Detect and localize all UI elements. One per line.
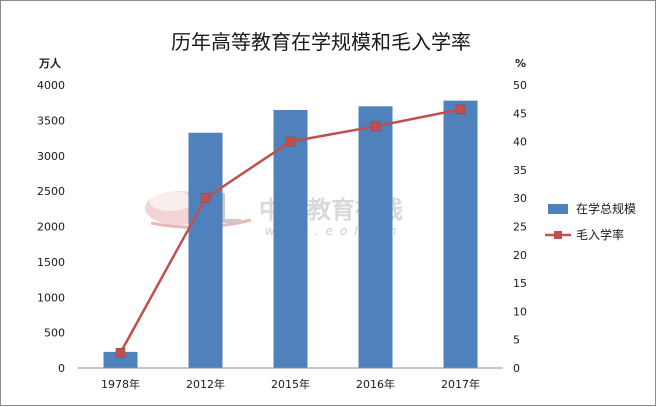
legend-marker-line xyxy=(554,231,562,239)
y2-tick-label: 45 xyxy=(513,107,527,120)
y2-tick-label: 15 xyxy=(513,277,527,290)
line-point xyxy=(455,104,466,115)
left-axis: 0 500 1000 1500 2000 2500 3000 3500 4000 xyxy=(37,79,65,375)
x-tick-label: 2012年 xyxy=(186,377,225,391)
line-point xyxy=(115,347,126,358)
bar xyxy=(443,100,478,369)
legend-swatch-bar xyxy=(548,204,568,214)
y-tick-label: 3000 xyxy=(37,150,65,163)
chart-title: 历年高等教育在学规模和毛入学率 xyxy=(171,30,471,54)
y-tick-label: 1500 xyxy=(37,256,65,269)
y2-tick-label: 0 xyxy=(513,362,520,375)
bar xyxy=(358,106,393,369)
bar xyxy=(273,109,308,369)
bar xyxy=(103,351,138,368)
y2-tick-label: 40 xyxy=(513,136,527,149)
x-tick-label: 1978年 xyxy=(101,377,140,391)
y2-tick-label: 10 xyxy=(513,305,527,318)
x-axis: 1978年 2012年 2015年 2016年 2017年 xyxy=(101,377,480,391)
y-tick-label: 0 xyxy=(58,362,65,375)
right-axis: 0 5 10 15 20 25 30 35 40 45 50 xyxy=(513,79,527,375)
y-axis-label: 万人 xyxy=(38,56,62,70)
y-tick-label: 500 xyxy=(44,327,65,340)
y2-tick-label: 20 xyxy=(513,249,527,262)
bar xyxy=(188,132,223,368)
x-tick-label: 2017年 xyxy=(441,377,480,391)
legend: 在学总规模 毛入学率 xyxy=(545,201,636,242)
line-series xyxy=(115,104,466,358)
x-tick-label: 2015年 xyxy=(271,377,310,391)
y2-tick-label: 35 xyxy=(513,164,527,177)
y-tick-label: 4000 xyxy=(37,79,65,92)
legend-label-line: 毛入学率 xyxy=(576,227,624,242)
bar-series xyxy=(103,100,478,369)
line-point xyxy=(200,193,211,203)
y-tick-label: 3500 xyxy=(37,114,65,127)
y2-tick-label: 50 xyxy=(513,79,527,92)
y2-tick-label: 30 xyxy=(513,192,527,205)
y2-axis-label: % xyxy=(515,57,526,70)
line-point xyxy=(285,136,296,147)
line-point xyxy=(370,121,381,132)
legend-label-bar: 在学总规模 xyxy=(576,201,636,216)
y2-tick-label: 25 xyxy=(513,221,527,234)
y-tick-label: 2000 xyxy=(37,221,65,234)
y-tick-label: 1000 xyxy=(37,291,65,304)
y-tick-label: 2500 xyxy=(37,185,65,198)
y2-tick-label: 5 xyxy=(513,334,520,347)
x-tick-label: 2016年 xyxy=(356,377,395,391)
